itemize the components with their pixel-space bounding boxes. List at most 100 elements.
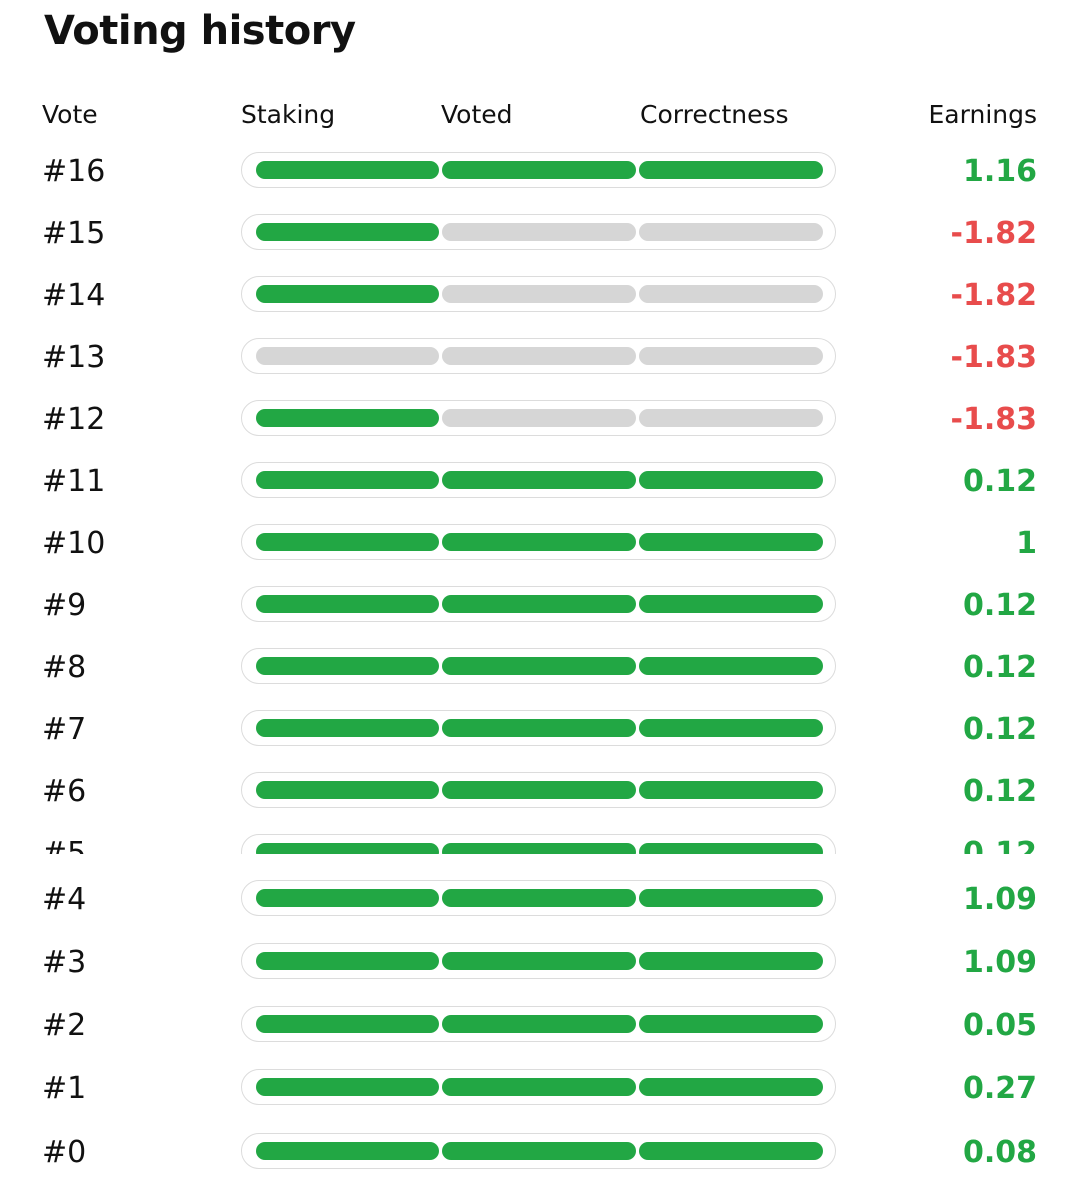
staking-segment xyxy=(256,657,439,675)
staking-segment xyxy=(256,471,439,489)
correctness-segment xyxy=(639,889,823,907)
table-row[interactable]: #2 0.05 xyxy=(0,1004,1077,1048)
earnings-value: 1 xyxy=(1016,526,1037,561)
table-row[interactable]: #0 0.08 xyxy=(0,1131,1077,1175)
header-vote: Vote xyxy=(42,100,98,129)
vote-id: #9 xyxy=(42,588,87,623)
voted-segment xyxy=(442,719,636,737)
vote-id: #4 xyxy=(42,882,87,917)
staking-segment xyxy=(256,1078,439,1096)
earnings-value: 0.12 xyxy=(962,712,1037,747)
voted-segment xyxy=(442,471,636,489)
staking-segment xyxy=(256,889,439,907)
status-track xyxy=(241,214,836,250)
voted-segment xyxy=(442,595,636,613)
status-track xyxy=(241,400,836,436)
correctness-segment xyxy=(639,781,823,799)
correctness-segment xyxy=(639,1142,823,1160)
earnings-value: 0.12 xyxy=(962,774,1037,809)
earnings-value: 0.12 xyxy=(962,464,1037,499)
staking-segment xyxy=(256,1015,439,1033)
vote-id: #8 xyxy=(42,650,87,685)
earnings-value: 0.08 xyxy=(962,1135,1037,1170)
vote-id: #2 xyxy=(42,1008,87,1043)
staking-segment xyxy=(256,285,439,303)
status-track xyxy=(241,338,836,374)
header-voted: Voted xyxy=(441,100,513,129)
voted-segment xyxy=(442,657,636,675)
vote-id: #7 xyxy=(42,712,87,747)
staking-segment xyxy=(256,533,439,551)
header-correctness: Correctness xyxy=(640,100,789,129)
voted-segment xyxy=(442,1015,636,1033)
table-row[interactable]: #16 1.16 xyxy=(0,150,1077,194)
correctness-segment xyxy=(639,657,823,675)
status-track xyxy=(241,462,836,498)
voted-segment xyxy=(442,843,636,854)
status-track xyxy=(241,524,836,560)
table-row[interactable]: #11 0.12 xyxy=(0,460,1077,504)
voted-segment xyxy=(442,223,636,241)
status-track xyxy=(241,880,836,916)
voted-segment xyxy=(442,1078,636,1096)
table-row[interactable]: #4 1.09 xyxy=(0,878,1077,922)
table-row[interactable]: #1 0.27 xyxy=(0,1067,1077,1111)
table-row[interactable]: #5 0.12 xyxy=(0,832,1077,854)
status-track xyxy=(241,276,836,312)
earnings-value: -1.82 xyxy=(950,278,1037,313)
status-track xyxy=(241,710,836,746)
status-track xyxy=(241,586,836,622)
earnings-value: 1.16 xyxy=(962,154,1037,189)
staking-segment xyxy=(256,223,439,241)
staking-segment xyxy=(256,952,439,970)
earnings-value: 0.12 xyxy=(962,650,1037,685)
voted-segment xyxy=(442,161,636,179)
status-track xyxy=(241,152,836,188)
voted-segment xyxy=(442,952,636,970)
status-track xyxy=(241,772,836,808)
table-row[interactable]: #7 0.12 xyxy=(0,708,1077,752)
earnings-value: 0.27 xyxy=(962,1071,1037,1106)
earnings-value: -1.82 xyxy=(950,216,1037,251)
staking-segment xyxy=(256,161,439,179)
correctness-segment xyxy=(639,595,823,613)
table-row[interactable]: #15 -1.82 xyxy=(0,212,1077,256)
table-row[interactable]: #3 1.09 xyxy=(0,941,1077,985)
status-track xyxy=(241,943,836,979)
staking-segment xyxy=(256,843,439,854)
status-track xyxy=(241,1006,836,1042)
table-row[interactable]: #9 0.12 xyxy=(0,584,1077,628)
table-row[interactable]: #10 1 xyxy=(0,522,1077,566)
correctness-segment xyxy=(639,1015,823,1033)
vote-id: #12 xyxy=(42,402,106,437)
staking-segment xyxy=(256,1142,439,1160)
vote-id: #3 xyxy=(42,945,87,980)
vote-id: #5 xyxy=(42,836,87,854)
staking-segment xyxy=(256,347,439,365)
staking-segment xyxy=(256,781,439,799)
correctness-segment xyxy=(639,533,823,551)
table-row[interactable]: #13 -1.83 xyxy=(0,336,1077,380)
vote-id: #0 xyxy=(42,1135,87,1170)
vote-id: #10 xyxy=(42,526,106,561)
page-title: Voting history xyxy=(44,8,356,54)
voted-segment xyxy=(442,889,636,907)
status-track xyxy=(241,1133,836,1169)
staking-segment xyxy=(256,719,439,737)
table-row[interactable]: #8 0.12 xyxy=(0,646,1077,690)
header-staking: Staking xyxy=(241,100,336,129)
correctness-segment xyxy=(639,719,823,737)
table-row[interactable]: #12 -1.83 xyxy=(0,398,1077,442)
table-row[interactable]: #6 0.12 xyxy=(0,770,1077,814)
voted-segment xyxy=(442,1142,636,1160)
status-track xyxy=(241,1069,836,1105)
table-row[interactable]: #14 -1.82 xyxy=(0,274,1077,318)
correctness-segment xyxy=(639,161,823,179)
staking-segment xyxy=(256,595,439,613)
correctness-segment xyxy=(639,952,823,970)
earnings-value: 1.09 xyxy=(962,945,1037,980)
correctness-segment xyxy=(639,285,823,303)
earnings-value: 1.09 xyxy=(962,882,1037,917)
correctness-segment xyxy=(639,1078,823,1096)
voted-segment xyxy=(442,409,636,427)
